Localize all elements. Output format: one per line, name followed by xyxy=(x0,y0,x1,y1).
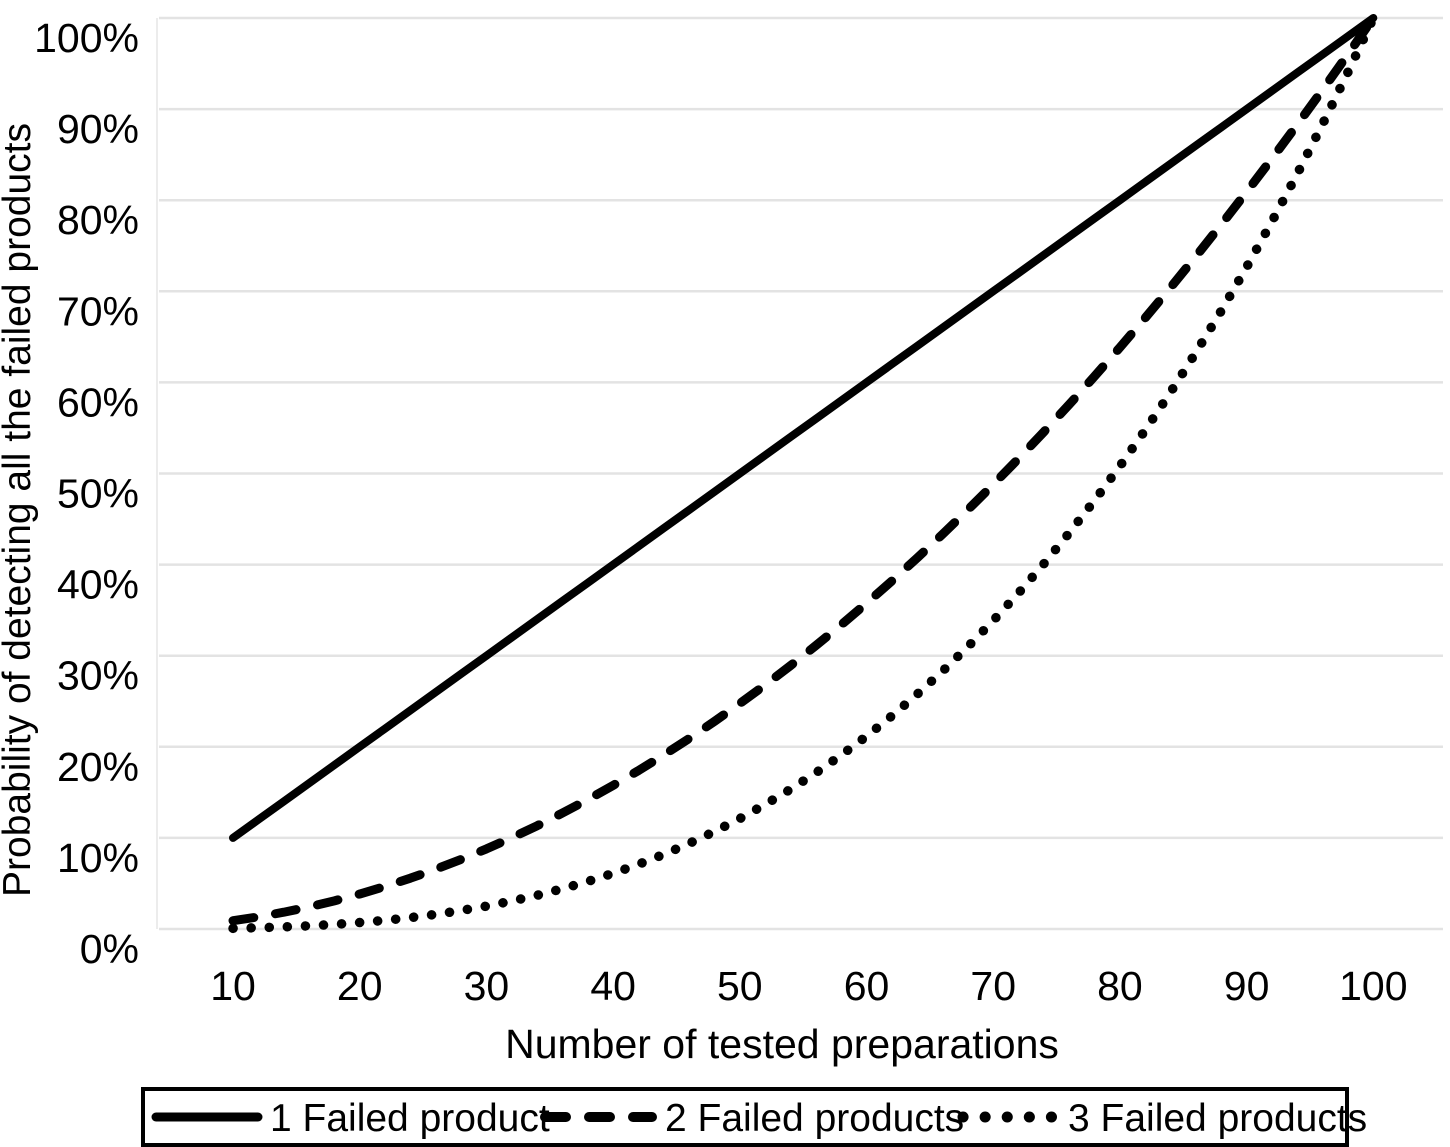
y-tick-label: 50% xyxy=(57,471,139,517)
x-axis-title: Number of tested preparations xyxy=(505,1021,1059,1067)
y-tick-label: 30% xyxy=(57,653,139,699)
y-axis-title: Probability of detecting all the failed … xyxy=(0,123,39,897)
y-tick-label: 60% xyxy=(57,379,139,425)
legend: 1 Failed product 2 Failed products 3 Faile… xyxy=(141,1087,1367,1147)
x-tick-label: 10 xyxy=(210,963,256,1009)
x-tick-label: 50 xyxy=(717,963,763,1009)
y-tick-label: 40% xyxy=(57,562,139,608)
y-tick-label: 100% xyxy=(34,15,139,61)
x-tick-label: 60 xyxy=(844,963,890,1009)
y-tick-label: 70% xyxy=(57,288,139,334)
x-tick-label: 90 xyxy=(1224,963,1270,1009)
y-tick-label: 20% xyxy=(57,744,139,790)
series-lines xyxy=(228,13,1379,934)
legend-item-label: 2 Failed products xyxy=(665,1097,964,1140)
x-tick-label: 80 xyxy=(1097,963,1143,1009)
x-tick-label: 30 xyxy=(464,963,510,1009)
y-tick-label: 90% xyxy=(57,106,139,152)
x-tick-label: 70 xyxy=(970,963,1016,1009)
legend-item-label: 1 Failed product xyxy=(270,1097,550,1140)
series-line-dashed xyxy=(228,13,1378,926)
x-axis-labels: 10 20 30 40 50 60 70 80 90 100 xyxy=(210,963,1407,1009)
x-tick-label: 20 xyxy=(337,963,383,1009)
legend-box xyxy=(141,1087,1349,1147)
x-tick-label: 100 xyxy=(1339,963,1407,1009)
y-tick-label: 10% xyxy=(57,835,139,881)
gridlines xyxy=(156,16,1443,931)
x-tick-label: 40 xyxy=(590,963,636,1009)
y-axis-labels: 0% 10% 20% 30% 40% 50% 60% 70% 80% 90% 100% xyxy=(34,15,139,972)
y-tick-label: 80% xyxy=(57,197,139,243)
y-tick-label: 0% xyxy=(80,926,139,972)
series-line-dotted xyxy=(228,13,1379,934)
legend-item-label: 3 Failed products xyxy=(1068,1097,1367,1140)
series-line-solid xyxy=(229,14,1378,842)
